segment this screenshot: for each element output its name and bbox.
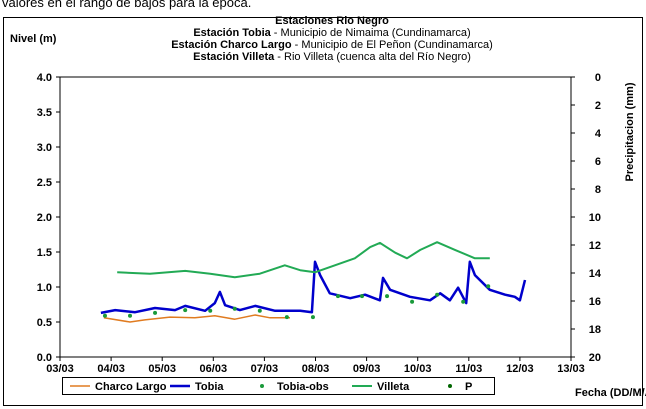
y-tick-label: 0.5 xyxy=(37,317,52,329)
series-point xyxy=(335,294,340,299)
y2-tick-label: 4 xyxy=(595,128,602,140)
legend-label: Tobia xyxy=(195,381,224,393)
y2-axis-label: Precipitacion (mm) xyxy=(624,82,636,181)
y2-tick-label: 2 xyxy=(595,100,601,112)
title-bold: Estación Tobia xyxy=(193,27,271,39)
y2-tick-label: 12 xyxy=(589,240,601,252)
series-point xyxy=(486,284,491,289)
chart-frame xyxy=(3,17,643,406)
y-axis-label: Nivel (m) xyxy=(10,33,57,45)
series-point xyxy=(284,315,289,320)
y2-tick-label: 18 xyxy=(589,324,601,336)
legend-swatch xyxy=(448,384,452,388)
x-tick-label: 07/03 xyxy=(251,363,279,375)
y2-tick-label: 6 xyxy=(595,156,601,168)
title-line: Estaciones Rio Negro xyxy=(275,15,389,27)
legend-label: P xyxy=(465,381,472,393)
series-point xyxy=(461,299,466,304)
series-point xyxy=(232,306,237,311)
x-tick-label: 12/03 xyxy=(506,363,534,375)
series-point xyxy=(385,294,390,299)
legend-label: Villeta xyxy=(377,381,410,393)
series-point xyxy=(435,292,440,297)
y-tick-label: 0.0 xyxy=(37,352,52,364)
title-bold: Estación Villeta xyxy=(193,51,275,63)
x-tick-label: 09/03 xyxy=(353,363,381,375)
series-line xyxy=(103,314,290,323)
caption: valores en el rango de bajos para la épo… xyxy=(2,0,251,10)
x-tick-label: 08/03 xyxy=(302,363,330,375)
title-line: Estación Charco Largo - Municipio de El … xyxy=(171,39,493,51)
title-bold: Estación Charco Largo xyxy=(171,39,292,51)
title-bold: Estaciones Rio Negro xyxy=(275,15,389,27)
x-tick-label: 13/03 xyxy=(557,363,585,375)
x-tick-label: 11/03 xyxy=(455,363,482,375)
series-point xyxy=(102,313,107,318)
series-line xyxy=(100,260,527,315)
legend-label: Tobia-obs xyxy=(277,381,329,393)
series-point xyxy=(310,315,315,320)
title-rest: - Municipio de El Peñon (Cundinamarca) xyxy=(292,39,493,51)
legend-swatch xyxy=(260,384,264,388)
y-tick-label: 1.0 xyxy=(37,282,52,294)
x-tick-label: 04/03 xyxy=(97,363,125,375)
x-tick-label: 05/03 xyxy=(148,363,176,375)
series-point xyxy=(410,299,415,304)
series-point xyxy=(257,308,262,313)
x-tick-label: 10/03 xyxy=(404,363,432,375)
y2-tick-label: 20 xyxy=(589,352,601,364)
y2-tick-label: 14 xyxy=(589,268,602,280)
series-point xyxy=(208,308,213,313)
title-rest: - Rio Villeta (cuenca alta del Río Negro… xyxy=(274,51,471,63)
x-tick-label: 06/03 xyxy=(200,363,228,375)
x-axis-label: Fecha (DD/M/AA) xyxy=(575,387,646,399)
y-tick-label: 2.5 xyxy=(37,177,52,189)
series-point xyxy=(153,310,158,315)
y2-tick-label: 0 xyxy=(595,72,601,84)
y-tick-label: 1.5 xyxy=(37,247,52,259)
y-tick-label: 3.5 xyxy=(37,107,52,119)
series-point xyxy=(360,294,365,299)
y2-tick-label: 8 xyxy=(595,184,601,196)
title-line: Estación Tobia - Municipio de Nimaima (C… xyxy=(193,27,470,39)
title-line: Estación Villeta - Rio Villeta (cuenca a… xyxy=(193,51,471,63)
y-tick-label: 3.0 xyxy=(37,142,52,154)
y2-tick-label: 10 xyxy=(589,212,601,224)
legend-box xyxy=(62,377,495,395)
title-rest: - Municipio de Nimaima (Cundinamarca) xyxy=(271,27,471,39)
series-point xyxy=(183,308,188,313)
y2-tick-label: 16 xyxy=(589,296,601,308)
series-point xyxy=(128,313,133,318)
x-tick-label: 03/03 xyxy=(46,363,74,375)
y-tick-label: 2.0 xyxy=(37,212,52,224)
series-line xyxy=(117,241,490,279)
y-tick-label: 4.0 xyxy=(37,72,52,84)
legend-label: Charco Largo xyxy=(95,381,167,393)
